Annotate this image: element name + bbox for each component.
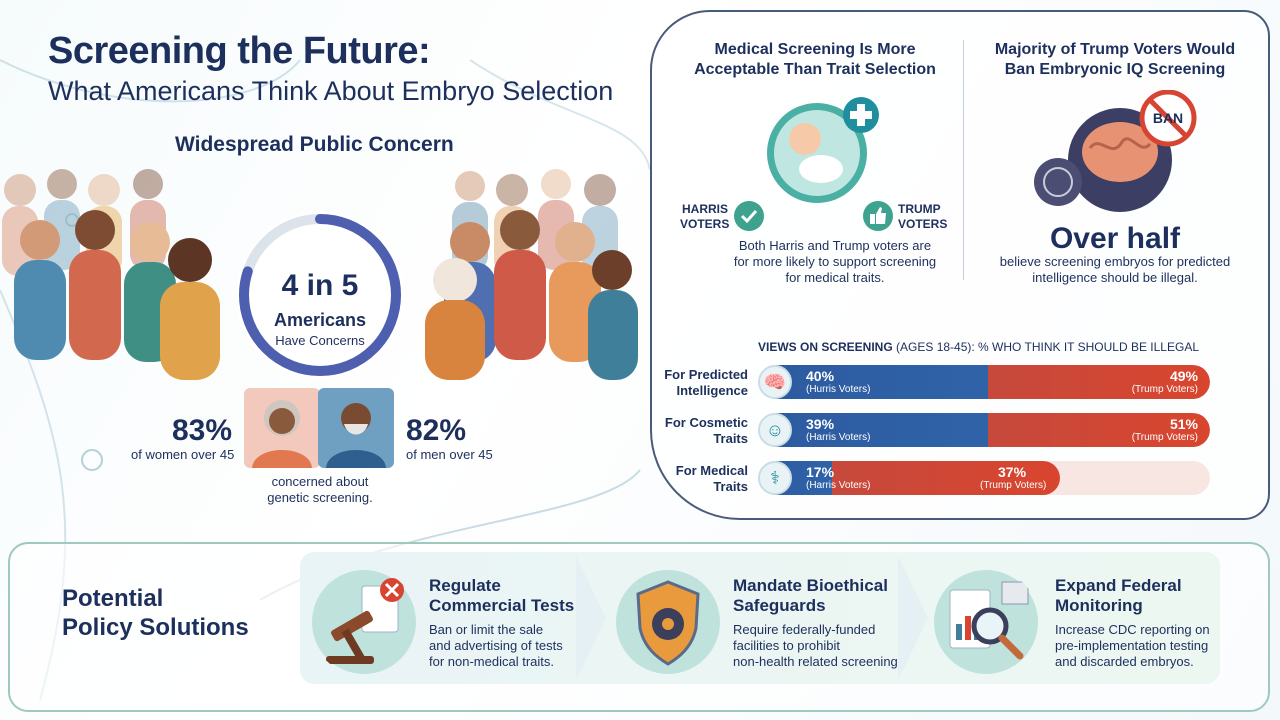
over-half-stat: Over half <box>1049 222 1181 255</box>
row-label: For Medical Traits <box>658 463 748 495</box>
donut-stat: 4 in 5 <box>281 269 359 302</box>
chevron-right-icon <box>576 556 606 680</box>
solution-safeguards-body1: Require federally-funded <box>733 622 876 637</box>
row-label-line2: Traits <box>713 431 748 446</box>
page-title: Screening the Future: <box>48 30 431 72</box>
donut-subject: Americans <box>273 310 367 330</box>
concerned-caption: concerned about genetic screening. <box>267 474 373 505</box>
iq-heading-line2: Ban Embryonic IQ Screening <box>1004 61 1226 78</box>
medical-heading: Medical Screening Is More Acceptable Tha… <box>680 40 950 80</box>
crowd-illustration <box>2 169 638 380</box>
women-label: of women over 45 <box>131 447 235 462</box>
magnifier-report-icon <box>934 570 1038 674</box>
iq-heading: Majority of Trump Voters Would Ban Embry… <box>975 40 1255 80</box>
trump-voters-label: TRUMP VOTERS <box>898 202 947 232</box>
medical-heading-line2: Acceptable Than Trait Selection <box>694 61 936 78</box>
policy-title-line2: Policy Solutions <box>62 614 249 641</box>
solution-safeguards: Mandate Bioethical Safeguards Require fe… <box>733 576 901 670</box>
solution-monitoring-head2: Monitoring <box>1055 596 1143 615</box>
harris-bar <box>760 365 988 399</box>
trump-value: 37% <box>998 464 1027 480</box>
harris-line2: VOTERS <box>680 217 730 231</box>
men-percent: 82% <box>406 414 467 447</box>
solution-monitoring-body1: Increase CDC reporting on <box>1055 622 1210 637</box>
ban-label: BAN <box>1153 110 1183 126</box>
women-percent: 83% <box>172 414 233 447</box>
trump-line1: TRUMP <box>898 202 941 216</box>
row-label: For Predicted Intelligence <box>658 367 748 399</box>
trump-bar <box>988 365 1210 399</box>
chart-title-bold: VIEWS ON SCREENING <box>758 340 893 354</box>
older-woman-portrait <box>244 388 320 468</box>
row-label-line1: For Cosmetic <box>664 415 748 430</box>
donut-caption: Have Concerns <box>275 333 365 348</box>
older-man-portrait <box>318 388 394 468</box>
row-label: For Cosmetic Traits <box>658 415 748 447</box>
trump-sublabel: (Trump Voters) <box>1131 384 1198 395</box>
chart-title: VIEWS ON SCREENING (AGES 18-45): % WHO T… <box>758 340 1199 354</box>
chevron-right-icon <box>898 556 928 680</box>
harris-value: 17% <box>806 464 835 480</box>
donut-label: 4 in 5 Americans Have Concerns <box>230 205 410 385</box>
solution-regulate: Regulate Commercial Tests Ban or limit t… <box>429 576 574 670</box>
chart-title-rest: (AGES 18-45): % WHO THINK IT SHOULD BE I… <box>892 340 1199 354</box>
face-icon: ☺ <box>758 413 792 447</box>
trump-sublabel: (Trump Voters) <box>1131 432 1198 443</box>
brain-icon: 🧠 <box>758 365 792 399</box>
solution-regulate-body2: and advertising of tests <box>429 638 563 653</box>
trump-value: 49% <box>1169 368 1198 384</box>
solution-regulate-body3: for non-medical traits. <box>429 654 554 669</box>
policy-title-line1: Potential <box>62 585 164 612</box>
solution-monitoring-body3: and discarded embryos. <box>1055 654 1194 669</box>
trump-value: 51% <box>1169 416 1198 432</box>
trump-bar <box>832 461 1060 495</box>
bar-track: 17% (Harris Voters) 37% (Trump Voters) <box>760 461 1210 495</box>
men-label: of men over 45 <box>406 447 493 462</box>
biohazard-shield-icon <box>616 570 720 674</box>
policy-band <box>300 552 1220 684</box>
solution-regulate-head1: Regulate <box>429 576 501 595</box>
harris-bar <box>760 413 988 447</box>
harris-sublabel: (Hurris Voters) <box>806 384 871 395</box>
iq-heading-line1: Majority of Trump Voters Would <box>994 41 1236 58</box>
over-half-caption: believe screening embryos for predicted … <box>999 254 1231 285</box>
harris-voters-label: HARRIS VOTERS <box>680 202 730 232</box>
solution-regulate-body1: Ban or limit the sale <box>429 622 544 637</box>
medical-caption: Both Harris and Trump voters are for mor… <box>733 238 937 285</box>
trump-bar <box>988 413 1210 447</box>
trump-sublabel: (Trump Voters) <box>980 480 1047 491</box>
bar-track: 39% (Harris Voters) 51% (Trump Voters) <box>760 413 1210 447</box>
checkmark-icon <box>734 201 764 231</box>
solution-regulate-head2: Commercial Tests <box>429 596 575 615</box>
trump-line2: VOTERS <box>898 217 948 231</box>
solution-monitoring-body2: pre-implementation testing <box>1055 638 1209 653</box>
row-label-line2: Intelligence <box>676 383 748 398</box>
harris-line1: HARRIS <box>681 202 728 216</box>
concern-heading: Widespread Public Concern <box>175 133 454 156</box>
row-label-line1: For Medical <box>675 463 748 478</box>
policy-title: Potential Policy Solutions <box>62 584 249 642</box>
harris-value: 40% <box>806 368 835 384</box>
bar-track: 40% (Hurris Voters) 49% (Trump Voters) <box>760 365 1210 399</box>
concern-donut <box>236 211 404 379</box>
baby-icon <box>767 97 879 203</box>
medical-heading-line1: Medical Screening Is More <box>714 41 916 58</box>
gavel-icon <box>312 570 416 674</box>
solution-safeguards-head1: Mandate Bioethical <box>733 576 888 595</box>
solution-safeguards-body2: facilities to prohibit <box>733 638 840 653</box>
caduceus-icon: ⚕ <box>758 461 792 495</box>
solution-monitoring: Expand Federal Monitoring Increase CDC r… <box>1055 576 1210 670</box>
brain-ban-icon: BAN <box>1034 90 1197 212</box>
harris-value: 39% <box>806 416 835 432</box>
panel-divider <box>963 40 964 280</box>
harris-sublabel: (Harris Voters) <box>806 480 871 491</box>
solution-safeguards-body3: non-health related screening. <box>733 654 902 669</box>
harris-sublabel: (Harris Voters) <box>806 432 871 443</box>
thumbs-up-icon <box>863 201 893 231</box>
page-subtitle: What Americans Think About Embryo Select… <box>48 76 614 106</box>
row-label-line1: For Predicted <box>664 367 748 382</box>
solution-monitoring-head1: Expand Federal <box>1055 576 1182 595</box>
row-label-line2: Traits <box>713 479 748 494</box>
solution-safeguards-head2: Safeguards <box>733 596 826 615</box>
